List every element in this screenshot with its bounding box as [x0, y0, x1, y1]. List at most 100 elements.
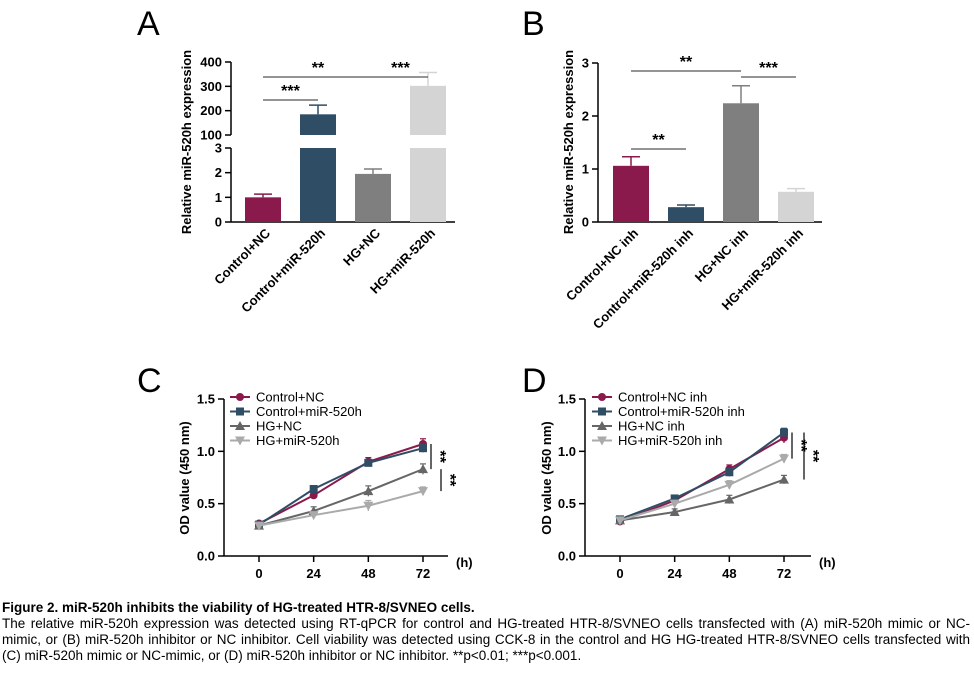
significance-label: **: [431, 450, 448, 463]
y-axis-title: Relative miR-520h expression: [561, 50, 576, 234]
legend-label: Control+NC: [256, 390, 324, 405]
significance-label: **: [312, 60, 325, 77]
series-line: [619, 431, 785, 521]
legend-label: Control+miR-520h: [256, 404, 362, 419]
x-tick-label: 24: [306, 566, 321, 581]
data-point: [669, 499, 680, 509]
data-point: [364, 458, 373, 467]
data-point: [724, 494, 735, 504]
bar-lower: [410, 148, 446, 222]
bar: [778, 191, 814, 222]
y-axis-title: OD value (450 nm): [177, 421, 192, 534]
x-tick-label: 0: [255, 566, 262, 581]
y-tick-label: 0: [582, 215, 589, 230]
y-tick-label: 1.0: [197, 444, 215, 459]
data-point: [724, 480, 735, 490]
data-point: [779, 454, 789, 464]
data-point: [779, 474, 789, 484]
panel-letter-b: B: [522, 5, 545, 43]
y-tick-label: 2: [582, 109, 589, 124]
y-tick-label: 1.5: [197, 392, 215, 407]
series-line: [258, 468, 424, 527]
y-tick-label: 0.5: [197, 496, 215, 511]
legend-label: HG+NC inh: [618, 419, 685, 434]
significance-label: **: [680, 54, 693, 71]
y-tick-label: 1: [215, 190, 222, 205]
data-point: [363, 486, 374, 496]
data-point: [615, 516, 625, 526]
y-tick-label: 400: [200, 55, 222, 70]
data-point: [309, 491, 318, 500]
x-tick-label: 48: [361, 566, 375, 581]
y-tick-label: 1: [582, 162, 589, 177]
data-point: [308, 511, 319, 521]
significance-label: ***: [391, 60, 410, 77]
x-tick-label: HG+NC: [340, 225, 383, 268]
data-point: [725, 468, 734, 477]
legend-marker: [597, 436, 607, 446]
y-tick-label: 1.5: [558, 392, 576, 407]
bar-lower: [300, 148, 336, 222]
panel-letter-d: D: [522, 362, 547, 400]
y-tick-label: 300: [200, 79, 222, 94]
data-point: [254, 521, 264, 531]
figure-caption: Figure 2. miR-520h inhibits the viabilit…: [2, 600, 970, 664]
y-tick-label: 2: [215, 165, 222, 180]
data-point: [363, 501, 374, 511]
legend-label: HG+miR-520h inh: [618, 433, 722, 448]
y-tick-label: 0.5: [558, 496, 576, 511]
legend-label: HG+miR-520h: [256, 433, 339, 448]
legend-marker: [235, 436, 245, 446]
bar: [613, 165, 649, 222]
bar: [723, 103, 759, 222]
data-point: [669, 507, 680, 517]
significance-label: **: [804, 450, 821, 463]
panel-b: B 0 1 2 3 Relative miR-520h expression Control…: [522, 5, 822, 332]
bar: [668, 207, 704, 222]
y-tick-label: 3: [582, 56, 589, 71]
data-point: [309, 485, 318, 494]
x-axis-unit: (h): [456, 555, 473, 570]
x-tick-label: 72: [416, 566, 430, 581]
legend-marker: [598, 407, 606, 416]
legend-marker: [236, 393, 244, 401]
y-tick-label: 100: [200, 128, 222, 143]
significance-label: ***: [759, 60, 778, 77]
data-point: [670, 494, 679, 503]
significance-label: ***: [281, 83, 300, 100]
legend-label: HG+NC: [256, 419, 302, 434]
series-line: [258, 447, 424, 526]
x-tick-label: HG+NC inh: [692, 225, 751, 284]
x-axis-unit: (h): [819, 555, 836, 570]
caption-body: The relative miR-520h expression was det…: [2, 616, 970, 663]
legend-label: Control+NC inh: [618, 390, 707, 405]
legend-label: Control+miR-520h inh: [618, 404, 745, 419]
data-point: [418, 464, 428, 474]
bar: [245, 197, 281, 222]
panel-letter-c: C: [137, 362, 162, 400]
bar-upper: [300, 114, 336, 135]
data-point: [780, 428, 788, 437]
data-point: [419, 444, 427, 453]
y-tick-label: 0: [215, 215, 222, 230]
legend-marker: [597, 421, 607, 430]
bar: [355, 173, 391, 222]
caption-title: Figure 2. miR-520h inhibits the viabilit…: [2, 600, 475, 615]
y-tick-label: 3: [215, 141, 222, 156]
significance-label: **: [441, 474, 458, 487]
panel-letter-a: A: [137, 5, 160, 43]
data-point: [418, 487, 428, 497]
y-tick-label: 0.0: [558, 549, 576, 564]
y-axis-title: OD value (450 nm): [539, 421, 554, 534]
panel-d: D 0.0 0.5 1.0 1.5 0 24 48 72 (h) OD value (450 nm)…: [522, 362, 836, 581]
series-line: [258, 490, 424, 527]
legend-marker: [236, 407, 244, 416]
series-line: [619, 457, 785, 522]
x-tick-label: 24: [667, 566, 682, 581]
panel-c: C 0.0 0.5 1.0 1.5 0 24 48 72 (h) OD value (450 nm)…: [137, 362, 473, 581]
x-tick-label: Control+miR-520h inh: [590, 225, 696, 331]
legend-marker: [235, 421, 245, 430]
series-line: [258, 443, 424, 525]
